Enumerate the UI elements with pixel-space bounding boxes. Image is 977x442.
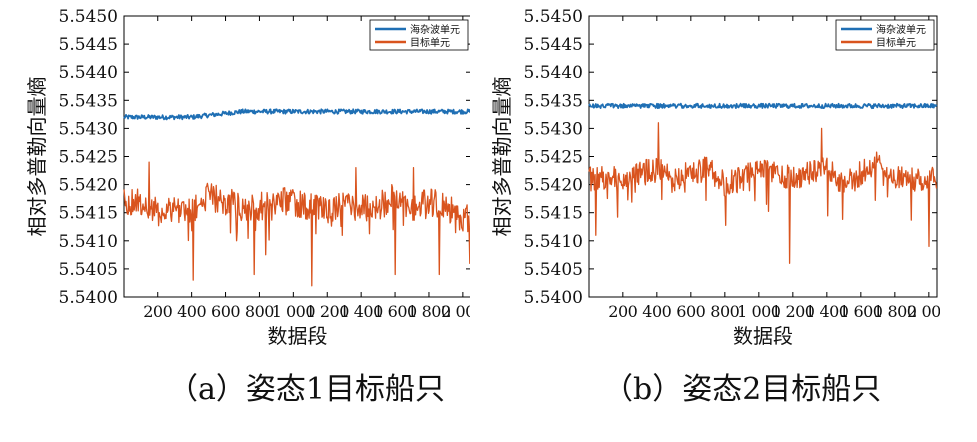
b-xtick-label: 2 000 (907, 302, 940, 321)
b-xtick-label: 1 000 (737, 302, 781, 321)
a-series-sea-clutter-line (123, 108, 470, 121)
caption-b: （b）姿态2目标船只 (603, 372, 882, 407)
b-xtick-label: 400 (642, 302, 671, 321)
a-xtick-label: 800 (245, 302, 274, 321)
a-ytick-label: 5.5410 (59, 232, 118, 252)
a-xtick-label: 1 400 (339, 302, 383, 321)
b-xtick-label: 600 (676, 302, 705, 321)
b-xtick-label: 200 (608, 302, 637, 321)
a-xtick-label: 2 000 (441, 302, 470, 321)
a-legend-label: 海杂波单元 (410, 23, 460, 36)
b-legend-box (835, 19, 935, 51)
b-ytick-label: 5.5430 (524, 119, 583, 139)
b-ytick-label: 5.5420 (524, 176, 583, 196)
b-xtick-label: 1 200 (771, 302, 815, 321)
a-xtick-label: 1 200 (306, 302, 350, 321)
a-ytick-label: 5.5420 (59, 176, 118, 196)
a-xaxis-label: 数据段 (268, 324, 328, 348)
b-ytick-label: 5.5445 (524, 35, 583, 55)
a-ytick-label: 5.5405 (59, 260, 118, 280)
a-xtick-label: 600 (211, 302, 240, 321)
a-ytick-label: 5.5435 (59, 91, 118, 111)
a-legend-box (369, 19, 469, 51)
a-xtick-label: 200 (143, 302, 172, 321)
b-series-target-line (588, 122, 938, 264)
a-xtick-label: 1 000 (272, 302, 316, 321)
a-yaxis-label: 相对多普勒向量熵 (25, 77, 49, 237)
b-ytick-label: 5.5410 (524, 232, 583, 252)
a-plot-area (123, 15, 470, 298)
b-yaxis-label: 相对多普勒向量熵 (490, 77, 514, 237)
b-ytick-label: 5.5425 (524, 148, 583, 168)
a-ytick-label: 5.5430 (59, 119, 118, 139)
b-ytick-label: 5.5405 (524, 260, 583, 280)
a-ytick-label: 5.5415 (59, 204, 118, 224)
a-xtick-label: 400 (177, 302, 206, 321)
a-xtick-label: 1 800 (407, 302, 451, 321)
a-ytick-label: 5.5440 (59, 63, 118, 83)
b-plot-area (588, 15, 938, 298)
b-xtick-label: 1 400 (805, 302, 849, 321)
a-ytick-label: 5.5445 (59, 35, 118, 55)
b-xtick-label: 1 800 (873, 302, 917, 321)
a-xtick-label: 1 600 (373, 302, 417, 321)
b-ytick-label: 5.5400 (524, 288, 583, 308)
a-ytick-label: 5.5425 (59, 148, 118, 168)
b-series-sea-clutter-line (588, 102, 938, 110)
caption-a: （a）姿态1目标船只 (168, 372, 445, 407)
b-ytick-label: 5.5435 (524, 91, 583, 111)
a-series-target-line (123, 161, 470, 287)
a-ytick-label: 5.5450 (59, 7, 118, 27)
b-ytick-label: 5.5450 (524, 7, 583, 27)
b-xaxis-label: 数据段 (733, 324, 793, 348)
b-xtick-label: 1 600 (839, 302, 883, 321)
chart-panel-a: 5.5400 5.5405 5.5410 5.5415 5.5420 5.5425 5.54… (0, 0, 470, 442)
b-ytick-label: 5.5440 (524, 63, 583, 83)
b-legend-label: 海杂波单元 (876, 23, 926, 36)
a-ytick-label: 5.5400 (59, 288, 118, 308)
b-ytick-label: 5.5415 (524, 204, 583, 224)
chart-a-svg: 5.5400 5.5405 5.5410 5.5415 5.5420 5.5425 5.54… (25, 7, 470, 348)
a-legend-label: 目标单元 (410, 37, 450, 49)
chart-b-svg: 5.5400 5.5405 5.5410 5.5415 5.5420 5.5425 5.54… (490, 7, 940, 348)
b-legend-label: 目标单元 (876, 37, 916, 49)
chart-panel-b: 5.5400 5.5405 5.5410 5.5415 5.5420 5.5425 5.54… (465, 0, 940, 442)
b-xtick-label: 800 (710, 302, 739, 321)
